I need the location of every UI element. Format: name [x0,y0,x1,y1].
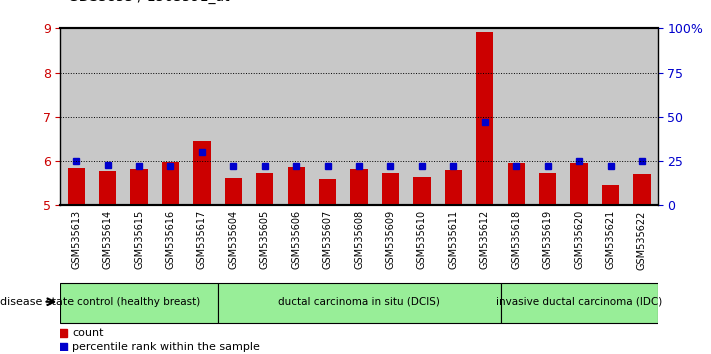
Bar [256,173,274,205]
Text: percentile rank within the sample: percentile rank within the sample [73,342,260,352]
Bar [438,28,469,205]
Bar [563,28,595,205]
Bar [626,28,658,205]
Bar [476,32,493,205]
Bar [155,28,186,205]
Bar [249,28,280,205]
Bar [413,177,431,205]
Bar [375,28,406,205]
FancyBboxPatch shape [60,283,218,324]
Text: disease state: disease state [0,297,74,307]
Bar [343,28,375,205]
Text: count: count [73,328,104,338]
Bar [225,178,242,205]
FancyBboxPatch shape [218,283,501,324]
Bar [319,179,336,205]
Bar [312,28,343,205]
Text: ductal carcinoma in situ (DCIS): ductal carcinoma in situ (DCIS) [278,297,440,307]
Bar [382,173,399,205]
Bar [406,28,438,205]
Bar [634,175,651,205]
FancyBboxPatch shape [501,283,658,324]
Bar [595,28,626,205]
Bar [123,28,155,205]
Text: invasive ductal carcinoma (IDC): invasive ductal carcinoma (IDC) [496,297,662,307]
Bar [602,185,619,205]
Bar [444,170,462,205]
Text: GDS3853 / 1563591_at: GDS3853 / 1563591_at [68,0,229,4]
Bar [130,169,148,205]
Bar [193,141,210,205]
Bar [99,171,116,205]
Text: control (healthy breast): control (healthy breast) [77,297,201,307]
Bar [218,28,249,205]
Bar [469,28,501,205]
Bar [60,28,92,205]
Bar [280,28,312,205]
Bar [351,169,368,205]
Bar [92,28,123,205]
Bar [287,167,305,205]
Bar [501,28,532,205]
Bar [508,163,525,205]
Bar [539,173,556,205]
Bar [532,28,563,205]
Bar [68,168,85,205]
Bar [162,162,179,205]
Bar [570,163,588,205]
Bar [186,28,218,205]
